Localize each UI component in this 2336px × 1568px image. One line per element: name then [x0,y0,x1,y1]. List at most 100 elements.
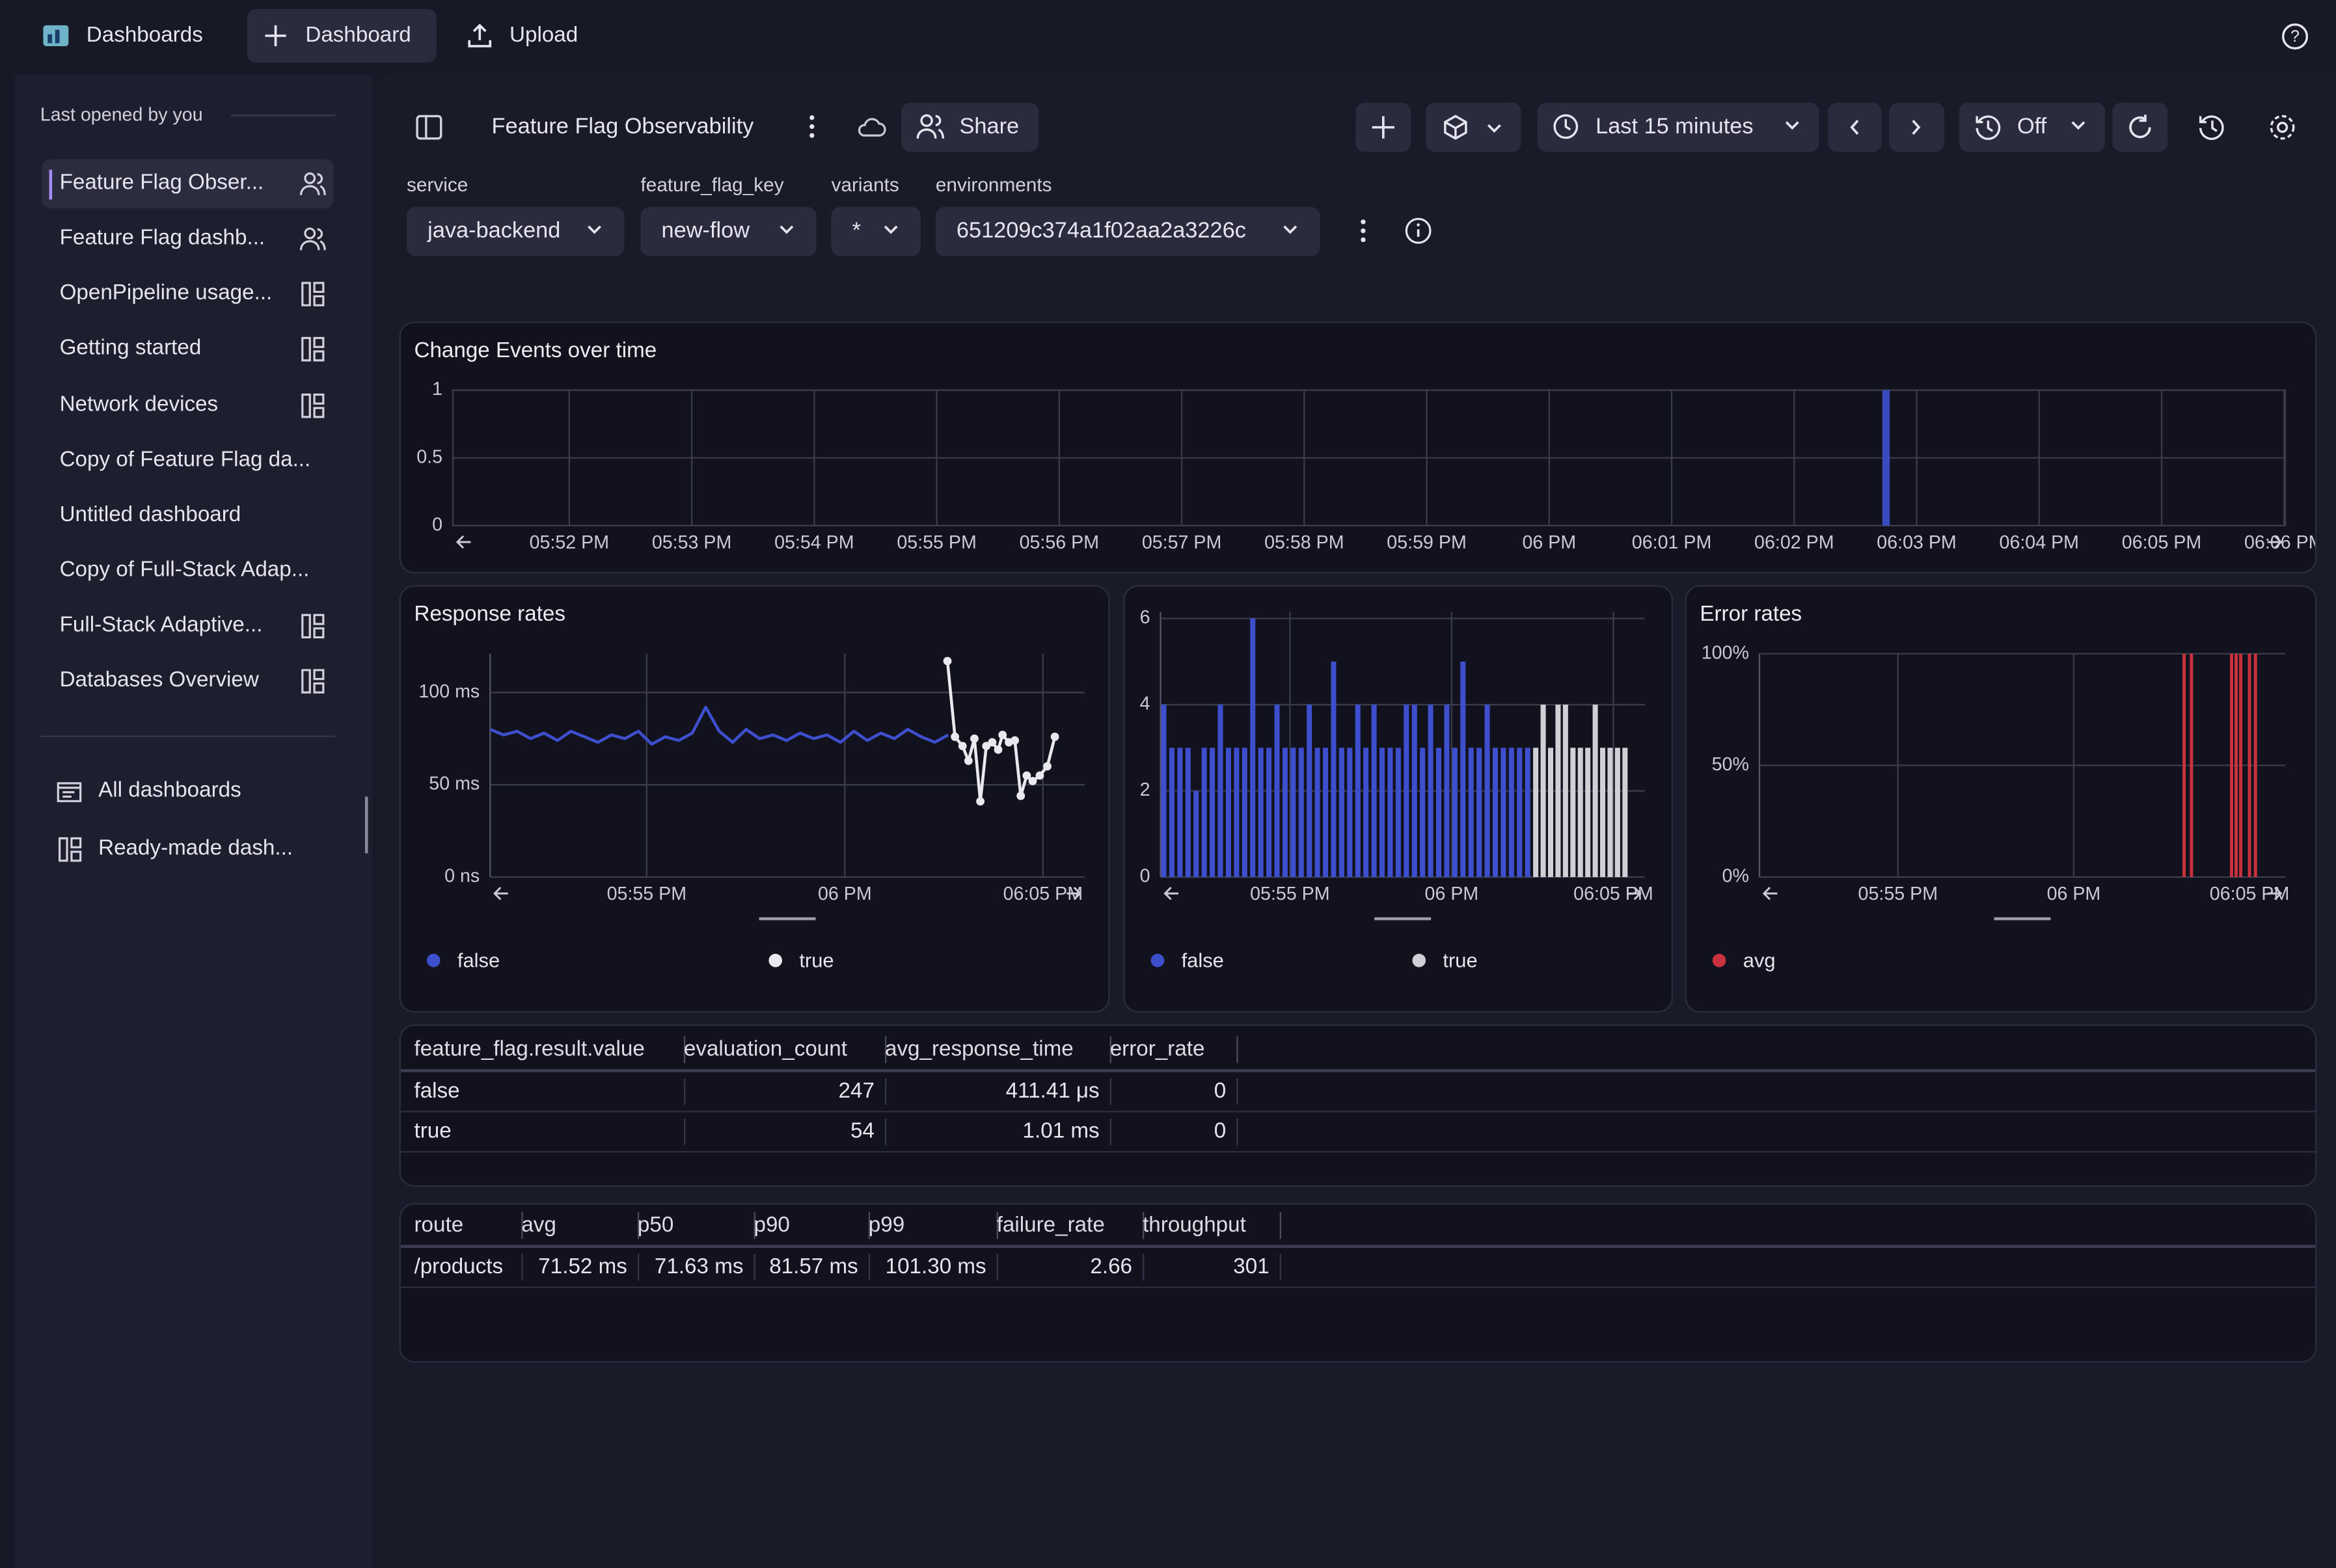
column-divider [1280,1212,1281,1239]
timeframe-label[interactable]: Last 15 minutes [1596,114,1753,139]
table-cell: 2.66 [1090,1255,1132,1279]
bar [1615,748,1620,877]
sidebar-link[interactable]: All dashboards [98,779,241,803]
upload-button[interactable]: Upload [509,24,578,48]
more-icon[interactable] [806,113,818,140]
sidebar-item[interactable]: Copy of Feature Flag da... [60,448,311,472]
column-header[interactable]: failure_rate [997,1213,1105,1237]
bar [1186,748,1191,877]
column-header[interactable]: avg_response_time [885,1038,1074,1062]
x-tick-label: 05:59 PM [1387,532,1466,553]
x-tick-label: 05:57 PM [1142,532,1221,553]
column-header[interactable]: p50 [638,1213,673,1237]
legend-label[interactable]: false [457,949,500,972]
sidebar-item[interactable]: Databases Overview [60,669,259,693]
bar [1555,705,1560,877]
legend-label[interactable]: avg [1743,949,1776,972]
icon-shape [58,783,80,801]
sidebar-item[interactable]: Copy of Full-Stack Adap... [60,558,310,582]
share-label[interactable]: Share [959,114,1019,139]
sidebar-item[interactable]: OpenPipeline usage... [60,282,273,306]
column-header[interactable]: avg [521,1213,556,1237]
bar [1525,748,1530,877]
scroll-left-arrow[interactable] [457,536,471,548]
table-cell: true [414,1120,451,1144]
sidebar-item[interactable]: Full-Stack Adaptive... [60,614,263,638]
icon-shape [1284,226,1296,232]
scroll-left-arrow[interactable] [1165,887,1178,899]
chart-tile[interactable]: Change Events over time00.5105:52 PM05:5… [400,321,2317,573]
legend-swatch [1151,954,1165,967]
cube-icon [1441,113,1506,141]
header-underline [401,1069,2315,1072]
point [964,757,973,765]
variable-value[interactable]: java-backend [428,218,560,243]
reload-icon [2126,113,2154,141]
y-tick-label: 100% [1702,642,1749,663]
x-tick-label: 06:01 PM [1632,532,1711,553]
bar [1533,748,1538,877]
help-icon[interactable]: ? [2281,22,2309,50]
legend-label[interactable]: true [799,949,834,972]
bar [2239,654,2242,877]
bar [1600,748,1605,877]
history-icon[interactable] [2197,113,2227,141]
variable-dropdown[interactable] [832,207,921,256]
column-divider [1110,1118,1111,1145]
scroll-left-arrow[interactable] [1764,887,1778,899]
table-cell: 0 [1214,1120,1226,1144]
column-header[interactable]: throughput [1143,1213,1246,1237]
column-header[interactable]: p90 [754,1213,790,1237]
table-tile[interactable]: route/productsavg71.52 msp5071.63 msp908… [400,1203,2317,1362]
icon-shape [303,395,323,417]
settings-icon[interactable] [2268,113,2298,141]
sidebar-link[interactable]: Ready-made dash... [98,837,293,861]
app-name[interactable]: Dashboards [87,24,203,48]
icon-shape [303,670,323,692]
x-tick-label: 05:56 PM [1020,532,1099,553]
sidebar-item[interactable]: Feature Flag dashb... [60,226,265,250]
variable-label: environments [936,174,1052,196]
sidebar-item[interactable]: Network devices [60,393,219,417]
bar [1258,748,1264,877]
point [951,733,959,741]
y-tick-label: 100 ms [418,681,480,702]
column-header[interactable]: evaluation_count [684,1038,847,1062]
scroll-left-arrow[interactable] [495,887,508,899]
more-icon[interactable] [1357,217,1369,244]
point [1036,772,1044,780]
bar [1363,748,1368,877]
variable-value[interactable]: new-flow [662,218,750,243]
column-header[interactable]: feature_flag.result.value [414,1038,644,1062]
bar [1517,748,1522,877]
bar [1372,705,1377,877]
auto-refresh-label[interactable]: Off [2017,114,2046,139]
sidebar-item[interactable]: Getting started [60,336,202,360]
bar [2230,654,2233,877]
legend-label[interactable]: false [1182,949,1224,972]
variable-value[interactable]: 651209c374a1f02aa2a3226c [957,218,1246,243]
info-icon[interactable] [1404,216,1433,246]
legend-label[interactable]: true [1443,949,1477,972]
table-tile[interactable]: feature_flag.result.valuefalsetrueevalua… [400,1025,2317,1187]
column-header[interactable]: error_rate [1110,1038,1205,1062]
panel-toggle-icon[interactable] [416,115,442,140]
chart-tile[interactable]: 024605:55 PM06 PM06:05 PMfalsetrue [1123,585,1673,1012]
y-tick-label: 6 [1140,607,1150,628]
bar [1234,748,1239,877]
column-header[interactable]: route [414,1213,463,1237]
chevron-left [1847,118,1862,137]
dashboard-icon [299,282,326,307]
sidebar-item[interactable]: Untitled dashboard [60,504,241,528]
chart-tile[interactable]: Error rates0%50%100%05:55 PM06 PM06:05 P… [1685,585,2316,1012]
variable-value[interactable]: * [852,218,861,243]
column-divider [754,1254,755,1280]
plus-icon [264,24,288,48]
new-dashboard-label[interactable]: Dashboard [305,24,411,48]
bar [1882,390,1890,526]
bar [1266,748,1271,877]
column-header[interactable]: p99 [869,1213,904,1237]
sidebar-item[interactable]: Feature Flag Obser... [60,171,264,195]
icon-shape [885,226,897,232]
chart-tile[interactable]: Response rates0 ns50 ms100 ms05:55 PM06 … [400,585,1110,1012]
